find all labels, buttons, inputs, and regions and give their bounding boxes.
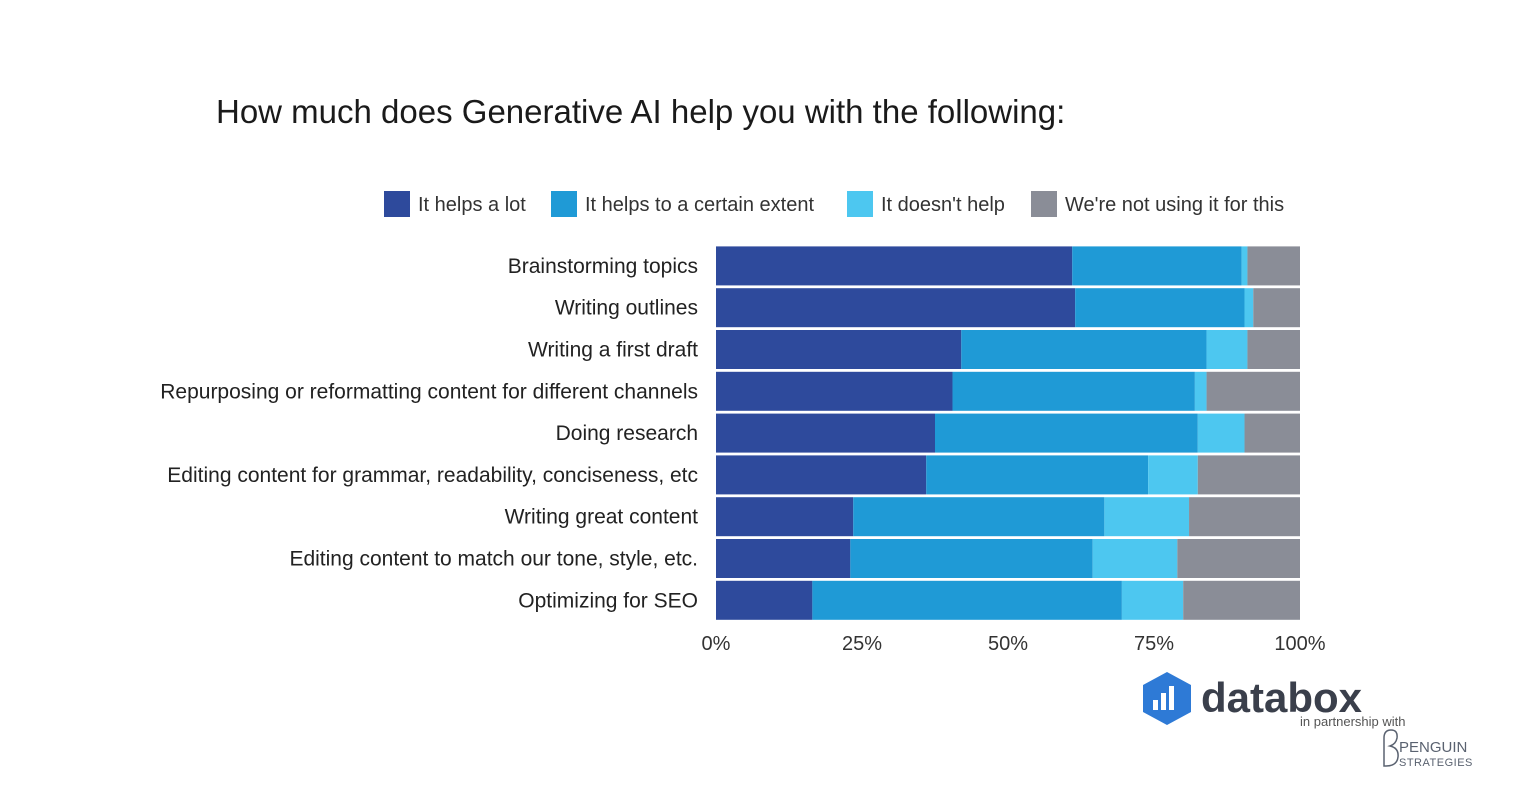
bar-it-helps-to-a-certain-extent	[812, 580, 1122, 620]
partner-subname: STRATEGIES	[1399, 757, 1473, 769]
bar-it-helps-to-a-certain-extent	[952, 371, 1195, 411]
bar-it-doesn-t-help	[1197, 413, 1245, 453]
partner-name: PENGUIN	[1399, 739, 1467, 756]
category-label: Brainstorming topics	[508, 255, 698, 278]
category-label: Editing content for grammar, readability…	[167, 464, 698, 487]
bar-it-doesn-t-help	[1104, 497, 1190, 537]
bar-it-helps-to-a-certain-extent	[926, 455, 1149, 495]
bar-it-helps-a-lot	[716, 539, 851, 578]
category-label: Writing outlines	[555, 297, 698, 320]
bar-we-re-not-using-it-for-this	[1189, 497, 1300, 537]
bar-it-doesn-t-help	[1092, 539, 1178, 578]
bar-it-helps-a-lot	[716, 246, 1073, 286]
bar-we-re-not-using-it-for-this	[1247, 246, 1300, 286]
legend: It helps a lot It helps to a certain exte…	[384, 191, 1284, 217]
bar-it-helps-to-a-certain-extent	[853, 497, 1105, 537]
databox-bar-1	[1153, 700, 1158, 710]
category-labels: Brainstorming topics Writing outlines Writ…	[160, 255, 698, 612]
databox-bar-2	[1161, 693, 1166, 710]
category-label: Editing content to match our tone, style…	[289, 548, 698, 571]
x-tick-label: 25%	[842, 633, 882, 655]
bar-we-re-not-using-it-for-this	[1206, 371, 1300, 411]
legend-swatch-it-helps-a-lot	[384, 191, 410, 217]
bar-it-helps-a-lot	[716, 413, 935, 453]
bar-we-re-not-using-it-for-this	[1247, 330, 1300, 369]
legend-label-we-re-not-using-it-for-this: We're not using it for this	[1065, 194, 1284, 216]
legend-swatch-it-doesn-t-help	[847, 191, 873, 217]
bars	[716, 246, 1300, 620]
bar-it-doesn-t-help	[1194, 371, 1207, 411]
databox-wordmark: databox	[1201, 674, 1363, 721]
databox-logo: databox	[1143, 672, 1363, 725]
bar-it-helps-a-lot	[716, 455, 927, 495]
legend-label-it-helps-to-a-certain-extent: It helps to a certain extent	[585, 194, 814, 216]
x-tick-label: 0%	[702, 633, 731, 655]
x-tick-label: 75%	[1134, 633, 1174, 655]
category-label: Repurposing or reformatting content for …	[160, 380, 698, 403]
bar-it-doesn-t-help	[1241, 246, 1248, 286]
x-tick-label: 100%	[1274, 633, 1325, 655]
bar-we-re-not-using-it-for-this	[1253, 288, 1300, 328]
bar-it-helps-a-lot	[716, 371, 953, 411]
bar-it-doesn-t-help	[1148, 455, 1198, 495]
bar-we-re-not-using-it-for-this	[1197, 455, 1300, 495]
bar-it-helps-a-lot	[716, 497, 854, 537]
penguin-strategies-logo: PENGUIN STRATEGIES	[1383, 729, 1473, 769]
category-label: Optimizing for SEO	[518, 589, 698, 612]
chart-title: How much does Generative AI help you wit…	[216, 93, 1065, 130]
bar-it-doesn-t-help	[1244, 288, 1254, 328]
legend-swatch-it-helps-to-a-certain-extent	[551, 191, 577, 217]
bar-it-helps-to-a-certain-extent	[1075, 288, 1245, 328]
category-label: Writing great content	[505, 506, 699, 529]
bar-we-re-not-using-it-for-this	[1183, 580, 1300, 620]
databox-bar-3	[1169, 686, 1174, 710]
category-label: Writing a first draft	[528, 339, 698, 362]
bar-it-doesn-t-help	[1121, 580, 1184, 620]
category-label: Doing research	[556, 422, 698, 445]
partnership-text: in partnership with	[1300, 714, 1406, 729]
databox-hexagon-icon	[1143, 672, 1191, 725]
legend-label-it-doesn-t-help: It doesn't help	[881, 194, 1005, 216]
bar-it-helps-to-a-certain-extent	[961, 330, 1207, 369]
penguin-icon	[1383, 729, 1399, 767]
bar-we-re-not-using-it-for-this	[1177, 539, 1300, 578]
bar-it-helps-to-a-certain-extent	[850, 539, 1093, 578]
x-axis-ticks: 0% 25% 50% 75% 100%	[702, 633, 1326, 655]
bar-it-helps-a-lot	[716, 330, 962, 369]
bar-it-helps-to-a-certain-extent	[935, 413, 1198, 453]
legend-label-it-helps-a-lot: It helps a lot	[418, 194, 526, 216]
bar-it-helps-to-a-certain-extent	[1072, 246, 1242, 286]
bar-we-re-not-using-it-for-this	[1244, 413, 1300, 453]
bar-it-helps-a-lot	[716, 580, 813, 620]
bar-it-helps-a-lot	[716, 288, 1076, 328]
x-tick-label: 50%	[988, 633, 1028, 655]
bar-it-doesn-t-help	[1206, 330, 1248, 369]
legend-swatch-we-re-not-using-it-for-this	[1031, 191, 1057, 217]
